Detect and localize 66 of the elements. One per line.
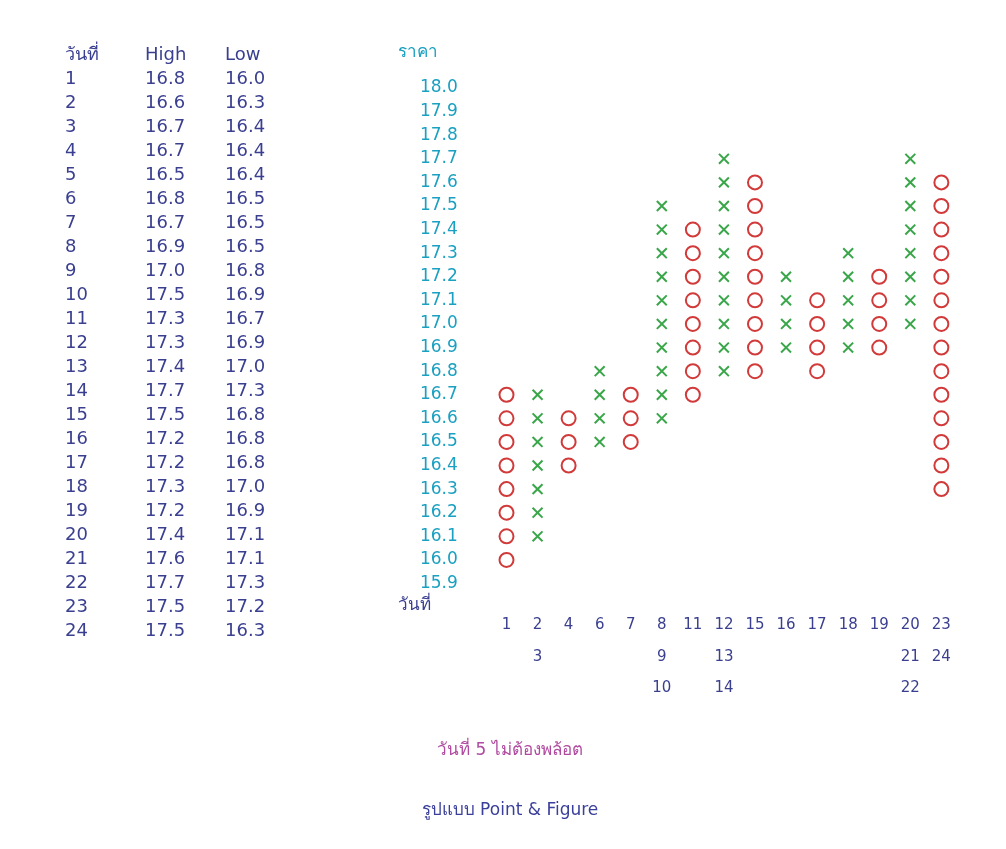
text: 17 17.2 16.8: [65, 450, 266, 474]
x-tick-label: 7: [625, 615, 636, 634]
text: 9 17.0 16.8: [65, 258, 266, 282]
x-tick-label: 12 13 14: [714, 615, 734, 697]
text: 19 17.2 16.9: [65, 498, 266, 522]
x-tick-label: 1: [501, 615, 512, 634]
text: 6 16.8 16.5: [65, 186, 266, 210]
text: 21 17.6 17.1: [65, 546, 266, 570]
text: 24 17.5 16.3: [65, 618, 266, 642]
y-tick-label: 16.1: [419, 524, 458, 545]
y-tick-label: 17.3: [419, 241, 458, 262]
y-tick-label: 17.5: [419, 194, 458, 215]
y-tick-label: 15.9: [419, 571, 458, 592]
y-tick-label: 16.3: [419, 477, 458, 498]
x-tick-label: 8 9 10: [652, 615, 672, 697]
y-tick-label: 17.6: [419, 170, 458, 191]
y-tick-label: 17.9: [419, 100, 458, 121]
x-tick-label: 20 21 22: [900, 615, 920, 697]
y-tick-label: 18.0: [419, 76, 458, 97]
text: วันที่ High Low: [65, 42, 262, 66]
x-tick-label: 15: [745, 615, 765, 634]
text: 22 17.7 17.3: [65, 570, 266, 594]
y-tick-label: 16.9: [419, 335, 458, 356]
x-tick-label: 16: [776, 615, 796, 634]
y-tick-label: 17.7: [419, 147, 458, 168]
text: 7 16.7 16.5: [65, 210, 266, 234]
text: 23 17.5 17.2: [65, 594, 266, 618]
y-tick-label: 16.8: [419, 359, 458, 380]
text: 10 17.5 16.9: [65, 282, 266, 306]
y-tick-label: 17.1: [419, 288, 458, 309]
x-tick-label: 11: [683, 615, 703, 634]
x-tick-label: 2 3: [532, 615, 543, 665]
y-tick-label: 17.4: [419, 217, 458, 238]
y-tick-label: 17.8: [419, 123, 458, 144]
text: 3 16.7 16.4: [65, 114, 266, 138]
y-tick-label: 17.2: [419, 265, 458, 286]
y-axis-title: ราคา: [398, 41, 438, 62]
text: 5 16.5 16.4: [65, 162, 266, 186]
text: 15 17.5 16.8: [65, 402, 266, 426]
text: 11 17.3 16.7: [65, 306, 266, 330]
text: 20 17.4 17.1: [65, 522, 266, 546]
text: 12 17.3 16.9: [65, 330, 266, 354]
x-axis-title: วันที่: [398, 591, 431, 614]
text: 18 17.3 17.0: [65, 474, 266, 498]
y-tick-label: 16.5: [419, 430, 458, 451]
text: 2 16.6 16.3: [65, 90, 266, 114]
x-tick-label: 17: [807, 615, 827, 634]
x-tick-label: 6: [594, 615, 605, 634]
text: 8 16.9 16.5: [65, 234, 266, 258]
y-tick-label: 16.0: [419, 548, 458, 569]
y-tick-label: 16.7: [419, 383, 458, 404]
text: วันที่ 5 ไม่ต้องพล้อต: [436, 736, 584, 761]
x-tick-label: 18: [838, 615, 858, 634]
x-tick-label: 23 24: [931, 615, 951, 665]
text: 13 17.4 17.0: [65, 354, 266, 378]
y-tick-label: 16.6: [419, 406, 458, 427]
text: 16 17.2 16.8: [65, 426, 266, 450]
y-tick-label: 17.0: [419, 312, 458, 333]
text: 14 17.7 17.3: [65, 378, 266, 402]
y-tick-label: 16.4: [419, 453, 458, 474]
text: 4 16.7 16.4: [65, 138, 266, 162]
x-tick-label: 4: [563, 615, 574, 634]
x-tick-label: 19: [869, 615, 889, 634]
y-tick-label: 16.2: [419, 501, 458, 522]
text: 1 16.8 16.0: [65, 66, 266, 90]
text: รูปแบบ Point & Figure: [420, 798, 600, 822]
